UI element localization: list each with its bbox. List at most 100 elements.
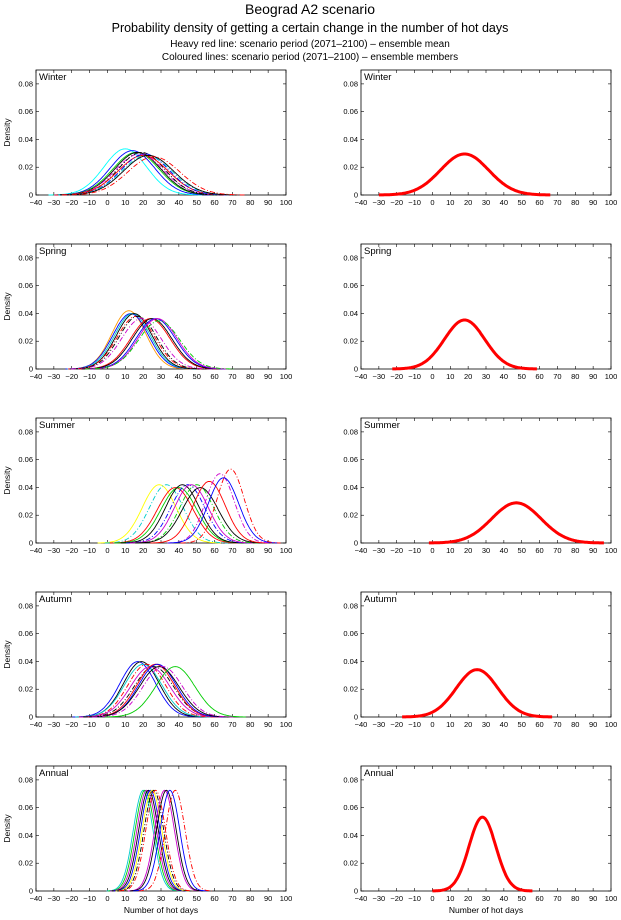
ensemble-member-curve-5: [120, 484, 244, 544]
panel-summer-members: −40 −30 −20 −10 0 10 20 30 40 50 60 70 80 90 100 0 0.02 0…: [2, 417, 292, 555]
y-tick-label: 0.02: [343, 685, 358, 694]
y-tick-label: 0: [354, 539, 358, 548]
panel-autumn-members: −40 −30 −20 −10 0 10 20 30 40 50 60 70 80 90 100 0 0.02 0…: [2, 591, 292, 729]
x-tick-label: 30: [157, 894, 165, 903]
x-tick-label: 50: [518, 720, 526, 729]
y-tick-label: 0.06: [343, 803, 358, 812]
x-tick-label: −10: [83, 720, 96, 729]
ensemble-mean-curve: [402, 668, 553, 719]
y-tick-label: 0.04: [343, 657, 358, 666]
x-tick-label: 40: [175, 546, 183, 555]
ensemble-member-curve-1: [48, 148, 203, 196]
x-tick-label: 30: [157, 198, 165, 207]
x-tick-label: 40: [500, 198, 508, 207]
x-tick-label: −10: [83, 894, 96, 903]
ensemble-member-curve-10: [60, 154, 237, 196]
x-tick-label: 90: [264, 894, 272, 903]
plot-frame: [35, 417, 287, 544]
y-tick-label: 0: [354, 365, 358, 374]
ensemble-member-curve-4: [113, 487, 244, 544]
ensemble-mean-curve: [428, 501, 604, 545]
x-tick-label: 100: [605, 198, 618, 207]
x-tick-label: −20: [390, 198, 403, 207]
ensemble-member-curve-5: [113, 789, 187, 892]
ensemble-mean-curve: [378, 152, 551, 197]
x-tick-label: 50: [193, 894, 201, 903]
x-tick-label: −30: [372, 198, 385, 207]
ensemble-member-curve-11: [61, 156, 246, 196]
panel-winter-members: −40 −30 −20 −10 0 10 20 30 40 50 60 70 80 90 100 0 0.02 0…: [2, 69, 292, 207]
ensemble-member-curve-6: [69, 315, 206, 370]
x-tick-label: −40: [355, 720, 368, 729]
y-tick-label: 0.02: [18, 859, 33, 868]
x-tick-label: −20: [390, 546, 403, 555]
y-tick-label: 0: [354, 713, 358, 722]
x-tick-label: 90: [589, 198, 597, 207]
ensemble-mean-curve: [392, 318, 537, 371]
ensemble-member-curve-10: [129, 789, 203, 892]
ensemble-member-curve-8: [119, 789, 193, 892]
ensemble-member-curve-7: [117, 789, 191, 892]
y-tick-label: 0.06: [343, 629, 358, 638]
x-tick-label: −40: [30, 546, 43, 555]
y-tick-label: 0.04: [343, 135, 358, 144]
x-tick-label: 40: [500, 372, 508, 381]
y-tick-label: 0.02: [343, 511, 358, 520]
season-label-summer: Summer: [39, 420, 75, 431]
y-tick-label: 0.02: [343, 163, 358, 172]
y-tick-label: 0.06: [343, 281, 358, 290]
figure-note-members: Coloured lines: scenario period (2071–21…: [162, 52, 458, 63]
plot-frame: [35, 69, 287, 196]
y-axis-label: Density: [2, 466, 12, 495]
x-tick-label: 50: [518, 198, 526, 207]
x-tick-label: 0: [430, 372, 434, 381]
x-tick-label: 40: [175, 720, 183, 729]
x-tick-label: 100: [605, 372, 618, 381]
x-tick-label: 90: [264, 546, 272, 555]
x-tick-label: −20: [390, 720, 403, 729]
y-tick-label: 0: [354, 191, 358, 200]
x-tick-label: −20: [65, 372, 78, 381]
x-tick-label: 80: [246, 894, 254, 903]
x-tick-label: 60: [210, 198, 218, 207]
y-tick-label: 0.02: [18, 163, 33, 172]
ensemble-member-curve-10: [150, 480, 269, 544]
y-tick-label: 0.02: [343, 859, 358, 868]
x-tick-label: −40: [355, 546, 368, 555]
x-tick-label: 60: [210, 720, 218, 729]
x-tick-label: −10: [408, 372, 421, 381]
x-tick-label: 50: [193, 198, 201, 207]
ensemble-member-curve-12: [138, 789, 212, 892]
x-tick-label: 100: [605, 894, 618, 903]
x-tick-label: 30: [482, 372, 490, 381]
x-tick-label: 50: [518, 372, 526, 381]
y-tick-label: 0.08: [343, 775, 358, 784]
ensemble-member-curve-11: [167, 473, 273, 544]
x-tick-label: 10: [121, 546, 129, 555]
y-tick-label: 0.04: [18, 657, 33, 666]
y-tick-label: 0.06: [343, 107, 358, 116]
y-tick-label: 0.04: [18, 483, 33, 492]
ensemble-member-curve-6: [115, 789, 189, 892]
y-tick-label: 0.08: [343, 601, 358, 610]
plot-frame: [360, 243, 612, 370]
x-tick-label: 0: [105, 546, 109, 555]
x-tick-label: −40: [355, 894, 368, 903]
ensemble-member-curve-8: [135, 484, 259, 544]
ensemble-member-curve-1: [97, 484, 221, 544]
x-tick-label: −10: [408, 720, 421, 729]
x-tick-label: 60: [535, 894, 543, 903]
ensemble-member-curve-2: [108, 789, 182, 892]
x-tick-label: 70: [228, 894, 236, 903]
panel-annual-mean: −40 −30 −20 −10 0 10 20 30 40 50 60 70 80 90 100 0 0.02 0…: [343, 765, 618, 915]
season-label-annual: Annual: [39, 768, 69, 779]
ensemble-member-curve-4: [78, 663, 215, 718]
x-tick-label: 90: [589, 372, 597, 381]
x-tick-label: 20: [464, 894, 472, 903]
x-tick-label: −40: [30, 894, 43, 903]
x-tick-label: 70: [228, 198, 236, 207]
figure-note-mean: Heavy red line: scenario period (2071–21…: [170, 39, 450, 50]
season-label-annual: Annual: [364, 768, 394, 779]
y-axis-label: Density: [2, 814, 12, 843]
x-tick-label: 10: [446, 720, 454, 729]
